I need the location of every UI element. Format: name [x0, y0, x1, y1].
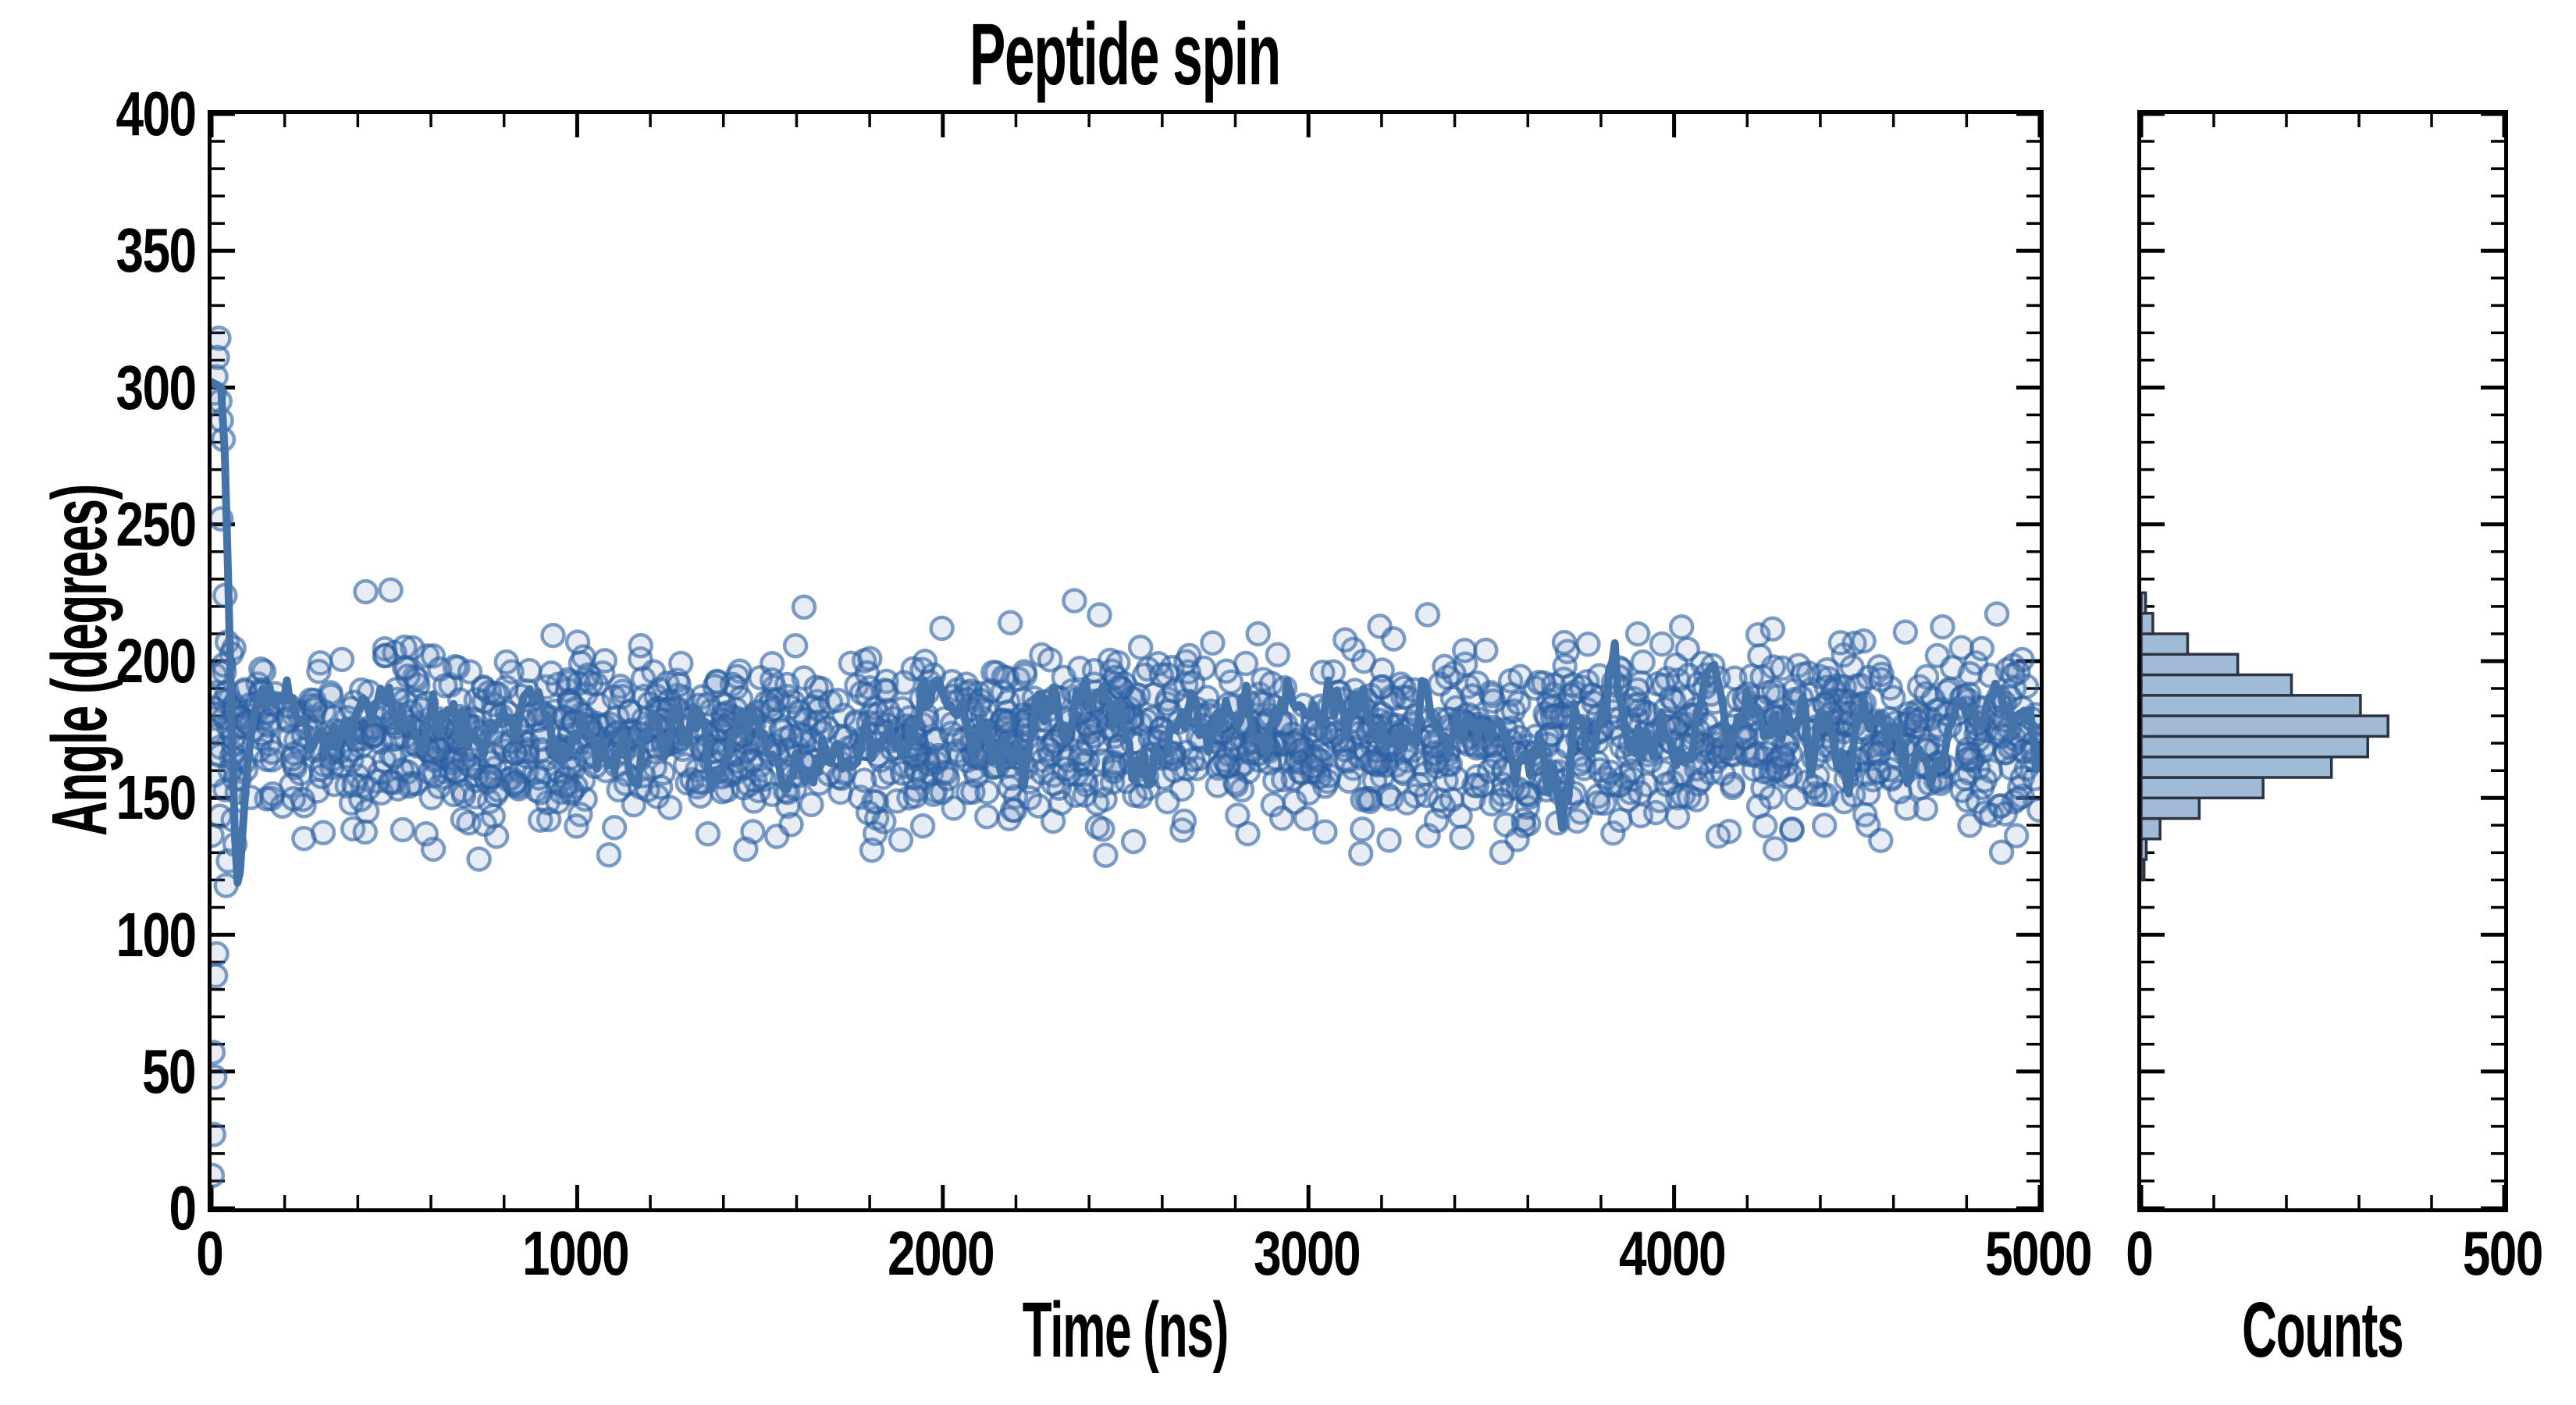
tick-label: 50 — [142, 1036, 197, 1106]
x-axis-label: Time (ns) — [1022, 1286, 1229, 1374]
scatter-points — [212, 325, 2040, 1189]
hist-bar — [2141, 611, 2154, 635]
running-average-line — [212, 378, 2040, 887]
tick-label: 250 — [116, 489, 197, 559]
hist-bar — [2141, 673, 2293, 697]
tick-label: 400 — [116, 79, 197, 148]
tick-label: 200 — [116, 626, 197, 695]
tick-label: 0 — [2126, 1218, 2154, 1288]
hist-bar — [2141, 653, 2240, 677]
hist-bar — [2141, 838, 2148, 861]
hist-bar — [2141, 591, 2147, 615]
tick-label: 2000 — [888, 1218, 995, 1288]
tick-label: 500 — [2462, 1218, 2543, 1288]
tick-label: 3000 — [1253, 1218, 1361, 1288]
histogram-bars — [2141, 591, 2389, 882]
hist-bar — [2141, 796, 2201, 820]
tick-label: 350 — [116, 215, 197, 286]
tick-label: 100 — [116, 899, 197, 969]
hist-bar — [2141, 632, 2190, 656]
hist-bar — [2141, 735, 2369, 759]
hist-bar — [2141, 858, 2146, 882]
histogram-plot-area — [2141, 114, 2504, 1208]
tick-label: 1000 — [521, 1218, 630, 1288]
chart-title-text: Peptide spin — [970, 5, 1281, 103]
tick-label: 5000 — [1984, 1218, 2093, 1288]
axis-ticks — [212, 114, 2040, 1208]
hist-bar — [2141, 694, 2362, 717]
hist-bar — [2141, 816, 2161, 841]
hist-bar — [2141, 776, 2265, 800]
hist-bar — [2141, 714, 2389, 738]
tick-label: 0 — [196, 1218, 225, 1288]
chart-title: Peptide spin — [656, 11, 1593, 98]
tick-label: 0 — [169, 1173, 197, 1243]
tick-label: 150 — [116, 763, 197, 833]
main-axes — [208, 110, 2044, 1212]
histogram-axes — [2137, 110, 2508, 1212]
hist-bar — [2141, 755, 2333, 779]
tick-label: 300 — [116, 352, 197, 422]
main-plot-area — [212, 114, 2040, 1208]
hist-x-axis-label: Counts — [2241, 1286, 2403, 1374]
tick-label: 4000 — [1619, 1218, 1727, 1288]
